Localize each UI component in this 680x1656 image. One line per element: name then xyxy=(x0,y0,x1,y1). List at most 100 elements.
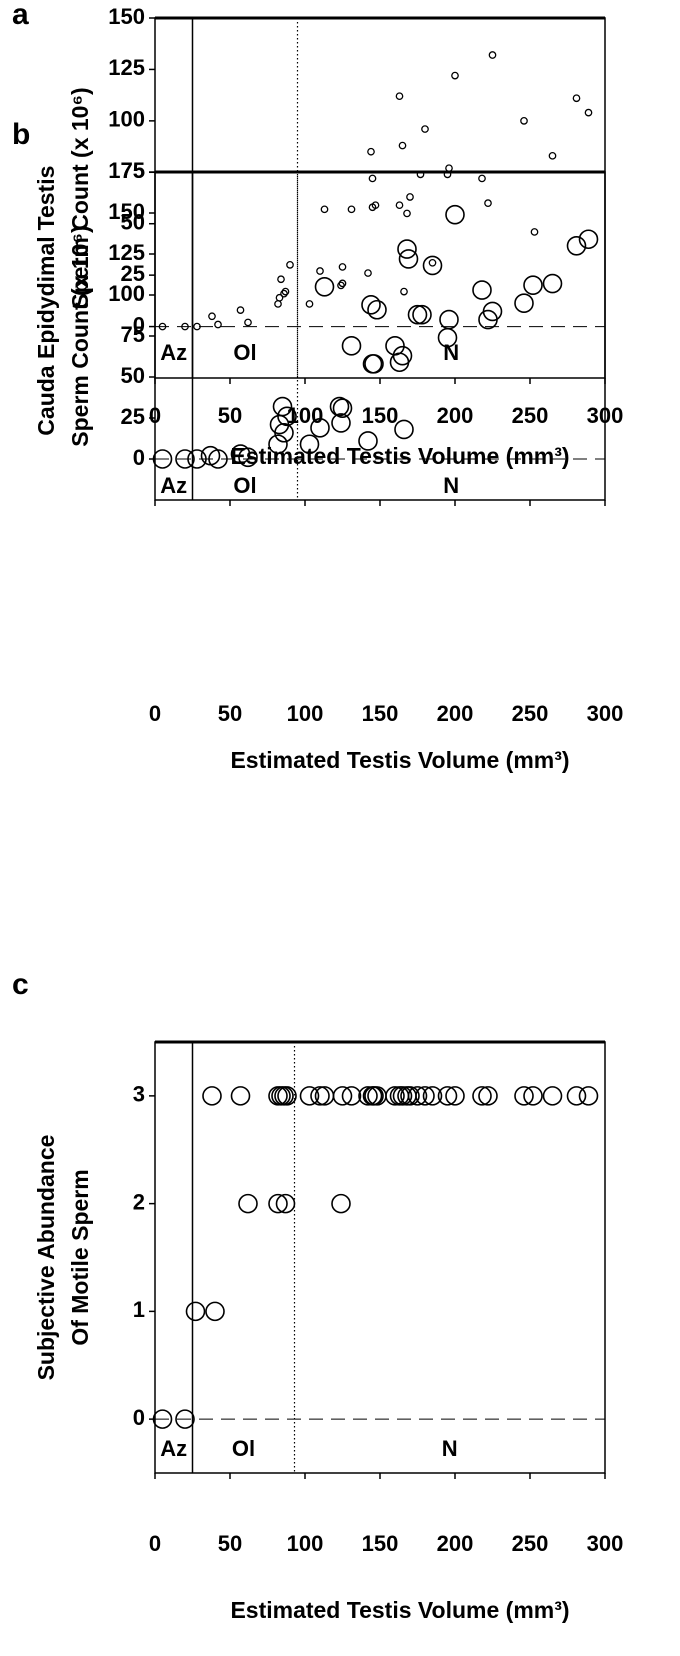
y-tick-label: 25 xyxy=(121,261,145,286)
data-point xyxy=(472,1086,492,1106)
data-point xyxy=(331,413,351,433)
x-tick-label: 300 xyxy=(587,1531,624,1556)
data-point xyxy=(358,1086,378,1106)
data-point xyxy=(400,287,408,296)
data-point xyxy=(329,396,350,417)
data-point xyxy=(362,1086,383,1106)
x-tick-label: 100 xyxy=(287,701,324,726)
y-tick-label: 1 xyxy=(133,1297,145,1322)
data-point xyxy=(338,279,347,288)
data-point xyxy=(403,209,411,218)
data-point xyxy=(341,336,362,356)
x-axis-label: Estimated Testis Volume (mm³) xyxy=(230,443,569,469)
data-point xyxy=(280,289,288,298)
y-tick-label: 100 xyxy=(108,281,145,306)
panel-label: b xyxy=(12,118,30,151)
data-point xyxy=(520,117,528,125)
data-point xyxy=(187,449,207,469)
data-point xyxy=(230,1086,251,1106)
data-point xyxy=(422,1086,443,1106)
data-point xyxy=(392,1086,413,1106)
x-tick-label: 50 xyxy=(218,701,242,726)
data-point xyxy=(407,1086,428,1106)
data-point xyxy=(208,449,228,469)
data-point xyxy=(439,309,459,330)
data-point xyxy=(274,422,294,443)
data-point xyxy=(368,174,377,183)
data-point xyxy=(299,1086,320,1106)
y-tick-label: 0 xyxy=(133,1405,145,1430)
data-point xyxy=(332,398,353,418)
data-point xyxy=(158,322,167,331)
region-label: N xyxy=(443,340,459,365)
data-point xyxy=(236,306,245,314)
x-tick-label: 200 xyxy=(437,1531,474,1556)
data-point xyxy=(310,1086,330,1106)
data-point xyxy=(548,151,557,160)
data-point xyxy=(412,304,432,325)
x-tick-label: 300 xyxy=(587,701,624,726)
data-point xyxy=(347,205,356,214)
data-point xyxy=(367,147,375,156)
y-tick-label: 125 xyxy=(108,55,145,80)
data-point xyxy=(272,396,293,417)
data-point xyxy=(181,322,189,331)
data-point xyxy=(277,406,297,427)
data-point xyxy=(437,1086,458,1106)
y-axis-label: Subjective Abundance xyxy=(33,1135,59,1381)
x-tick-label: 150 xyxy=(362,701,399,726)
data-point xyxy=(482,301,503,322)
y-axis-label: Sperm Count (x 10⁶) xyxy=(67,225,93,446)
data-point xyxy=(362,354,383,374)
data-point xyxy=(332,1086,353,1106)
data-point xyxy=(445,164,453,173)
panel-label: a xyxy=(12,0,29,31)
x-tick-label: 0 xyxy=(149,1531,161,1556)
data-point xyxy=(421,125,429,133)
data-point xyxy=(275,1193,296,1214)
data-point xyxy=(205,1301,225,1322)
panel-label: c xyxy=(12,968,29,1001)
data-point xyxy=(314,276,335,297)
data-point xyxy=(152,1409,173,1429)
data-point xyxy=(578,1086,599,1106)
data-point xyxy=(407,304,428,325)
data-point xyxy=(331,1193,351,1214)
y-tick-label: 25 xyxy=(121,404,145,429)
data-point xyxy=(337,281,345,290)
data-point xyxy=(341,1086,362,1106)
x-tick-label: 100 xyxy=(287,1531,324,1556)
y-tick-label: 150 xyxy=(108,199,145,224)
data-point xyxy=(277,275,285,284)
data-point xyxy=(367,299,387,320)
x-tick-label: 200 xyxy=(437,701,474,726)
data-point xyxy=(451,71,459,80)
y-tick-label: 2 xyxy=(133,1189,145,1214)
data-point xyxy=(422,255,443,276)
y-axis-label: Of Motile Sperm xyxy=(67,1169,93,1345)
data-point xyxy=(358,431,378,451)
data-point xyxy=(268,1193,288,1214)
y-tick-label: 175 xyxy=(108,158,145,183)
data-point xyxy=(244,318,252,327)
data-point xyxy=(316,267,324,275)
plot-frame xyxy=(154,1041,606,1474)
data-point xyxy=(214,320,222,329)
data-point xyxy=(175,449,195,469)
region-label: Az xyxy=(160,473,187,498)
data-point xyxy=(398,141,407,150)
data-point xyxy=(371,201,380,210)
x-axis-label: Estimated Testis Volume (mm³) xyxy=(230,1597,569,1623)
data-point xyxy=(542,1086,563,1106)
region-label: N xyxy=(443,473,459,498)
data-point xyxy=(514,1086,534,1106)
data-point xyxy=(397,239,417,259)
x-tick-label: 50 xyxy=(218,403,242,428)
data-point xyxy=(275,293,284,302)
data-point xyxy=(394,419,414,440)
x-tick-label: 200 xyxy=(437,403,474,428)
y-tick-label: 125 xyxy=(108,240,145,265)
y-tick-label: 100 xyxy=(108,107,145,132)
data-point xyxy=(193,322,201,331)
